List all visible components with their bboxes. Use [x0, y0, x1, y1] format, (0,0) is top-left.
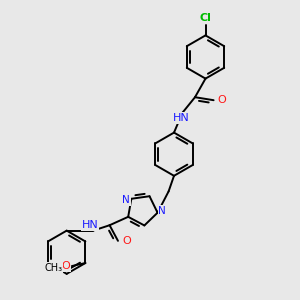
- Text: N: N: [122, 195, 130, 205]
- Text: N: N: [158, 206, 166, 216]
- Text: O: O: [122, 236, 131, 246]
- Text: CH₃: CH₃: [44, 262, 62, 272]
- Text: O: O: [218, 95, 226, 105]
- Text: Cl: Cl: [200, 13, 211, 23]
- Text: O: O: [61, 261, 70, 271]
- Text: HN: HN: [172, 113, 189, 123]
- Text: HN: HN: [82, 220, 98, 230]
